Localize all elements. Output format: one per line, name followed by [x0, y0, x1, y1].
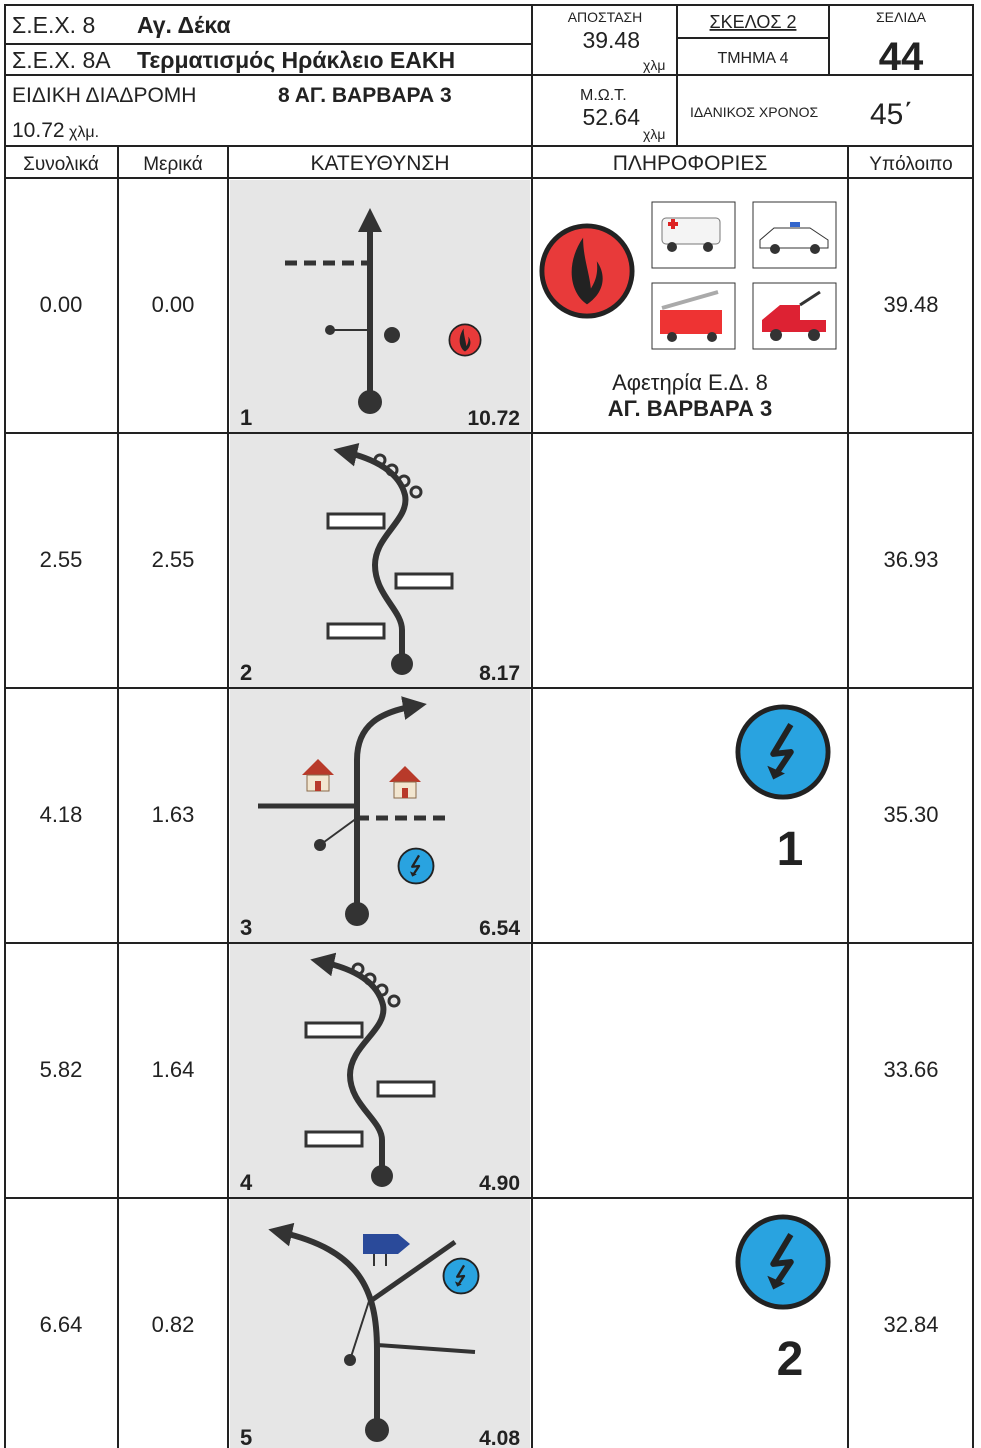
column-header: ΚΑΤΕΥΘΥΝΣΗ	[310, 152, 449, 175]
total: 6.64	[40, 1312, 83, 1337]
label: ΙΔΑΝΙΚΟΣ ΧΡΟΝΟΣ	[690, 104, 818, 120]
stage-remaining: 6.54	[479, 917, 520, 940]
page-number: 44	[879, 35, 924, 79]
unit: χλμ	[643, 126, 665, 142]
partial: 1.64	[152, 1057, 195, 1082]
stage-remaining: 4.90	[479, 1172, 520, 1195]
column-header: Μερικά	[143, 154, 203, 175]
label: Σ.Ε.Χ. 8Α	[12, 47, 111, 73]
total: 5.82	[40, 1057, 83, 1082]
label: Αγ. Δέκα	[137, 12, 231, 38]
value: 45΄	[870, 98, 913, 131]
instruction-number: 2	[240, 660, 252, 685]
stage-remaining: 8.17	[479, 662, 520, 685]
label: Μ.Ω.Τ.	[580, 87, 627, 104]
instruction-number: 5	[240, 1425, 252, 1448]
remaining: 39.48	[883, 292, 938, 317]
tulip-5	[268, 1222, 480, 1442]
instruction-number: 1	[240, 405, 252, 430]
tulip-4	[304, 952, 436, 1187]
grid	[4, 4, 974, 1448]
label: Τερματισμός Ηράκλειο ΕΑΚΗ	[137, 47, 455, 73]
label: ΤΜΗΜΑ 4	[717, 50, 788, 67]
remaining: 33.66	[883, 1057, 938, 1082]
tulip-1	[285, 208, 482, 414]
column-headers: Συνολικά Μερικά ΚΑΤΕΥΘΥΝΣΗ ΠΛΗΡΟΦΟΡΙΕΣ Υπόλο…	[23, 152, 953, 175]
unit: χλμ.	[69, 124, 99, 141]
label: 10.72	[12, 119, 65, 142]
remaining: 36.93	[883, 547, 938, 572]
info-icon-5	[738, 1217, 828, 1307]
header: Σ.Ε.Χ. 8 Αγ. Δέκα Σ.Ε.Χ. 8Α Τερματισμός …	[12, 9, 927, 142]
partial: 2.55	[152, 547, 195, 572]
info-icons-1	[542, 201, 837, 350]
remaining: 32.84	[883, 1312, 938, 1337]
total: 2.55	[40, 547, 83, 572]
label: ΣΚΕΛΟΣ 2	[710, 12, 797, 32]
label: 8 ΑΓ. ΒΑΡΒΑΡΑ 3	[278, 84, 452, 107]
partial: 0.82	[152, 1312, 195, 1337]
tulip-2	[326, 442, 454, 675]
unit: χλμ	[643, 57, 665, 73]
info-text: Αφετηρία Ε.Δ. 8	[612, 370, 768, 395]
instruction-number: 3	[240, 915, 252, 940]
column-header: ΠΛΗΡΟΦΟΡΙΕΣ	[613, 152, 768, 175]
stage-remaining: 10.72	[467, 407, 520, 430]
partial: 1.63	[152, 802, 195, 827]
label: Σ.Ε.Χ. 8	[12, 12, 95, 38]
label: ΣΕΛΙΔΑ	[876, 9, 927, 25]
badge-number: 1	[777, 823, 804, 876]
column-header: Συνολικά	[23, 154, 99, 175]
remaining: 35.30	[883, 802, 938, 827]
rows: 0.00 0.00 39.48 1 10.72 Αφετηρία Ε.Δ. 8ΑΓ. ΒΑ…	[40, 292, 939, 1448]
diagrams	[258, 201, 837, 1442]
value: 39.48	[582, 27, 640, 53]
info-text: ΑΓ. ΒΑΡΒΑΡΑ 3	[608, 396, 772, 421]
value: 52.64	[582, 104, 640, 130]
tulip-3	[258, 696, 445, 926]
column-header: Υπόλοιπο	[869, 154, 952, 175]
partial: 0.00	[152, 292, 195, 317]
info-icon-3	[738, 707, 828, 797]
stage-remaining: 4.08	[479, 1427, 520, 1448]
total: 0.00	[40, 292, 83, 317]
badge-number: 2	[777, 1333, 804, 1386]
label: ΕΙΔΙΚΗ ΔΙΑΔΡΟΜΗ	[12, 84, 196, 107]
total: 4.18	[40, 802, 83, 827]
instruction-number: 4	[240, 1170, 253, 1195]
label: ΑΠΟΣΤΑΣΗ	[568, 9, 643, 25]
direction-bg	[230, 180, 530, 1448]
